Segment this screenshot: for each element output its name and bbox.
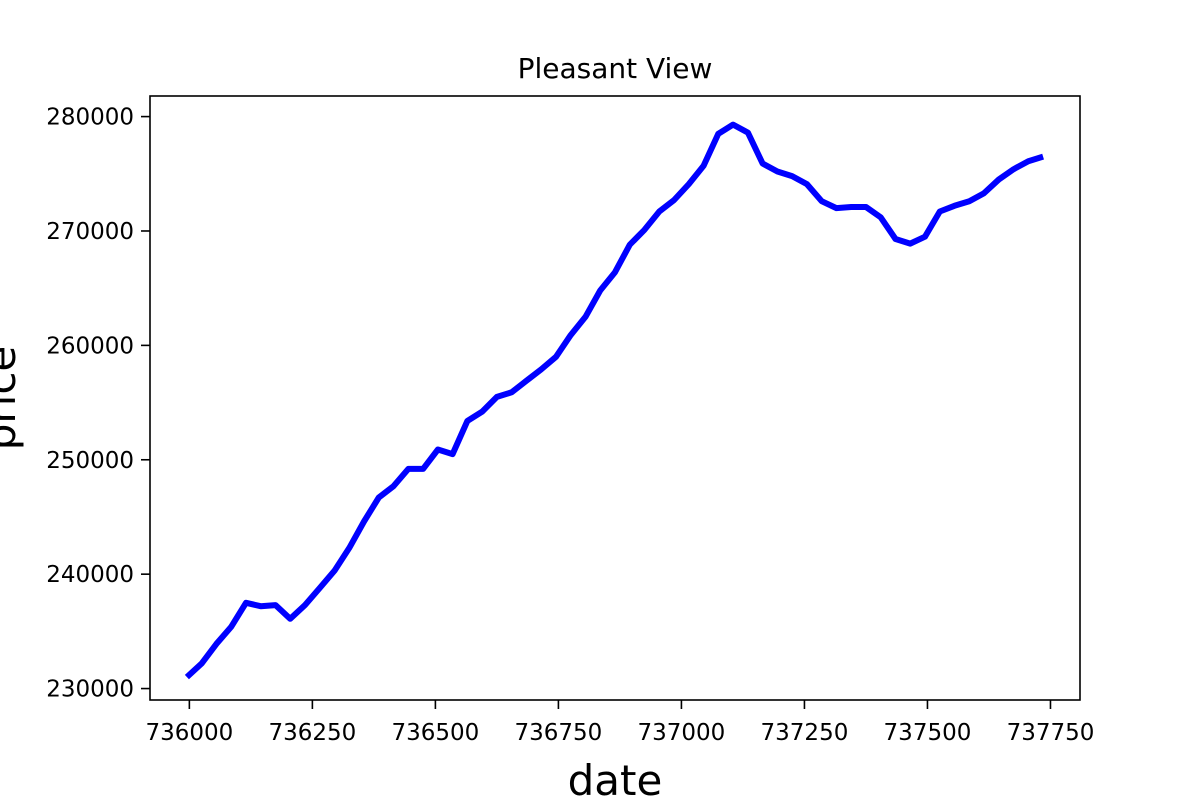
x-tick-label: 737750 xyxy=(1007,720,1095,746)
x-tick-label: 737000 xyxy=(638,720,726,746)
x-tick-label: 737250 xyxy=(761,720,849,746)
y-axis-label: price xyxy=(0,346,25,451)
y-tick-label: 280000 xyxy=(46,105,134,131)
x-tick-label: 736750 xyxy=(515,720,603,746)
x-tick-label: 736500 xyxy=(391,720,479,746)
y-axis-ticks: 230000 240000 250000 260000 270000 280000 xyxy=(46,105,150,703)
y-tick-label: 250000 xyxy=(46,448,134,474)
x-tick-label: 736000 xyxy=(145,720,233,746)
x-axis-ticks: 736000 736250 736500 736750 737000 737250 7375… xyxy=(145,700,1094,746)
price-series-line xyxy=(184,121,1044,680)
x-tick-label: 736250 xyxy=(268,720,356,746)
chart-title: Pleasant View xyxy=(518,52,713,85)
y-tick-label: 260000 xyxy=(46,333,134,359)
y-tick-label: 270000 xyxy=(46,219,134,245)
y-tick-label: 240000 xyxy=(46,562,134,588)
y-tick-label: 230000 xyxy=(46,677,134,703)
x-tick-label: 737500 xyxy=(884,720,972,746)
x-axis-label: date xyxy=(568,756,663,800)
plot-area-frame xyxy=(149,95,1081,701)
